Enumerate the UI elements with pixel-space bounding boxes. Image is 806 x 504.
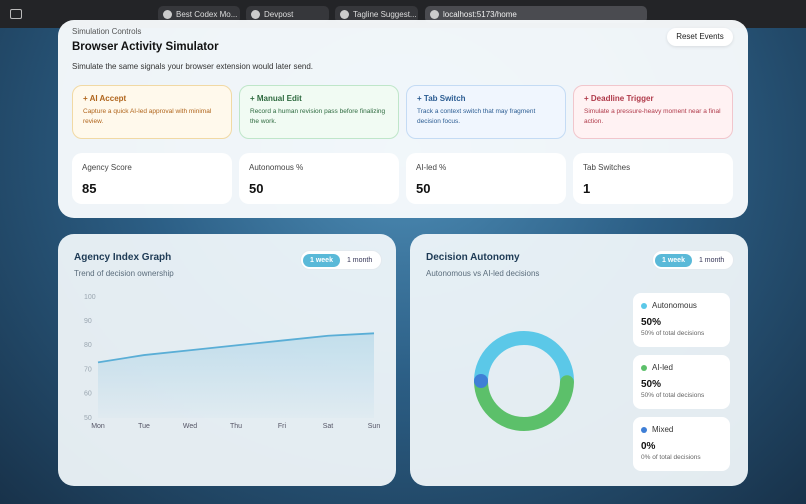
section-heading: Simulation Controls — [72, 27, 142, 36]
stat-value: 1 — [583, 181, 591, 196]
stat-card: Autonomous % 50 — [239, 153, 399, 204]
x-tick-label: Wed — [183, 423, 197, 430]
legend-swatch — [641, 426, 647, 433]
stat-card: Tab Switches 1 — [573, 153, 733, 204]
legend-label: Autonomous — [652, 301, 697, 310]
tab[interactable]: Tagline Suggest... — [335, 6, 418, 23]
panel-subtitle: Autonomous vs AI-led decisions — [426, 269, 540, 278]
legend-name: AI-led — [641, 363, 722, 372]
x-tick-label: Mon — [91, 423, 105, 430]
action-description: Record a human revision pass before fina… — [250, 108, 386, 125]
action-label: + Deadline Trigger — [584, 94, 654, 103]
tab[interactable]: Devpost — [246, 6, 329, 23]
donut-segment — [474, 331, 574, 387]
action-card[interactable]: + Tab Switch Track a context switch that … — [406, 85, 566, 139]
stat-value: 85 — [82, 181, 97, 196]
legend-note: 0% of total decisions — [641, 454, 701, 461]
stat-label: AI-led % — [416, 163, 447, 172]
stat-value: 50 — [249, 181, 264, 196]
legend-note: 50% of total decisions — [641, 392, 705, 399]
toggle-option[interactable]: 1 week — [655, 253, 692, 267]
legend-value: 50% — [641, 317, 662, 328]
legend-swatch — [641, 302, 647, 309]
tab[interactable]: Best Codex Mo... — [158, 6, 240, 23]
action-label: + Manual Edit — [250, 94, 302, 103]
y-tick-label: 90 — [84, 318, 92, 325]
toggle-option[interactable]: 1 month — [346, 256, 373, 264]
range-toggle: 1 week 1 month — [300, 250, 383, 270]
action-label: + AI Accept — [83, 94, 127, 103]
legend-card: AI-led 50% 50% of total decisions — [633, 355, 730, 409]
stat-label: Autonomous % — [249, 163, 304, 172]
line — [97, 332, 375, 364]
legend-value: 50% — [641, 379, 662, 390]
action-description: Simulate a pressure-heavy moment near a … — [584, 108, 721, 125]
action-label: + Tab Switch — [417, 94, 466, 103]
y-tick-label: 70 — [84, 366, 92, 373]
donut-segment — [474, 375, 574, 431]
action-description: Capture a quick AI-led approval with min… — [83, 108, 212, 125]
y-tick-label: 100 — [84, 294, 96, 301]
y-tick-label: 80 — [84, 342, 92, 349]
stat-value: 50 — [416, 181, 431, 196]
legend-label: AI-led — [652, 363, 673, 372]
action-card[interactable]: + AI Accept Capture a quick AI-led approv… — [72, 85, 232, 139]
area — [98, 333, 374, 418]
x-tick-label: Fri — [278, 423, 287, 430]
legend-label: Mixed — [652, 425, 674, 434]
x-tick-label: Thu — [230, 423, 242, 430]
x-tick-label: Sun — [368, 423, 381, 430]
legend-value: 0% — [641, 441, 656, 452]
section-subtitle: Simulate the same signals your browser e… — [72, 62, 314, 71]
panel-title: Agency Index Graph — [74, 252, 172, 263]
action-description: Track a context switch that may fragment… — [417, 108, 536, 125]
stat-card: AI-led % 50 — [406, 153, 566, 204]
section-title: Browser Activity Simulator — [72, 41, 219, 53]
legend-card: Autonomous 50% 50% of total decisions — [633, 293, 730, 347]
stat-label: Tab Switches — [583, 163, 631, 172]
action-card[interactable]: + Manual Edit Record a human revision pas… — [239, 85, 399, 139]
y-tick-label: 60 — [84, 391, 92, 398]
sidebar-icon[interactable] — [10, 9, 22, 19]
legend-note: 50% of total decisions — [641, 330, 705, 337]
action-card[interactable]: + Deadline Trigger Simulate a pressure-he… — [573, 85, 733, 139]
stat-label: Agency Score — [82, 163, 132, 172]
panel-title: Decision Autonomy — [426, 252, 520, 263]
toggle-option[interactable]: 1 month — [698, 256, 725, 264]
stat-card: Agency Score 85 — [72, 153, 232, 204]
x-tick-label: Sat — [323, 423, 334, 430]
toggle-option[interactable]: 1 week — [303, 253, 340, 267]
x-tick-label: Tue — [138, 423, 150, 430]
legend-name: Autonomous — [641, 301, 722, 310]
url-bar[interactable]: localhost:5173/home — [425, 6, 647, 23]
legend-name: Mixed — [641, 425, 722, 434]
reset-button[interactable]: Reset Events — [667, 28, 733, 46]
y-tick-label: 50 — [84, 415, 92, 422]
legend-swatch — [641, 364, 647, 371]
legend-card: Mixed 0% 0% of total decisions — [633, 417, 730, 471]
panel-subtitle: Trend of decision ownership — [74, 269, 174, 278]
range-toggle: 1 week 1 month — [652, 250, 735, 270]
browser-toolbar: Best Codex Mo... Devpost Tagline Suggest… — [0, 0, 806, 28]
